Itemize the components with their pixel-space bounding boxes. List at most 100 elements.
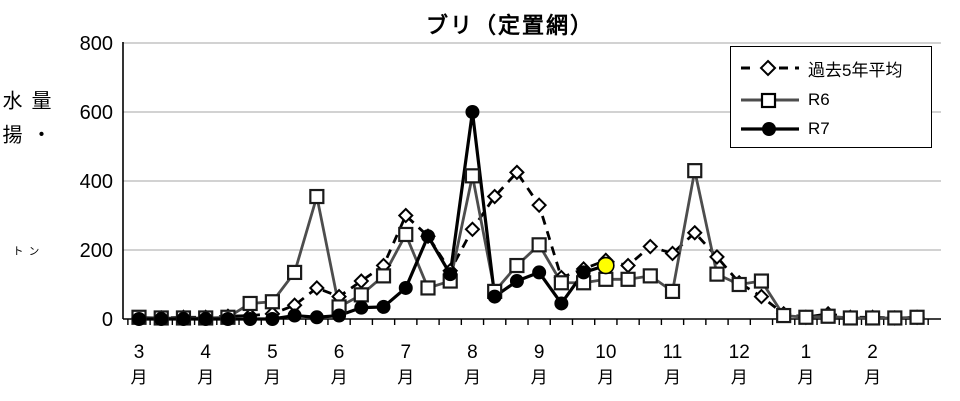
marker-average: [397, 207, 414, 224]
marker-average: [464, 221, 481, 238]
marker-R7-latest-highlight: [597, 256, 615, 275]
series-line-R7: [139, 110, 607, 321]
y-axis-label: 水揚量・ トン: [0, 90, 50, 270]
x-tick-month-5: 5: [267, 342, 278, 363]
y-tick-label-600: 600: [80, 102, 113, 124]
x-tick-month-suffix: 月: [397, 368, 414, 387]
marker-R7: [509, 274, 524, 289]
marker-R6: [887, 310, 903, 326]
x-tick-month-2: 2: [867, 342, 878, 363]
marker-R7: [309, 310, 324, 325]
marker-R7: [154, 312, 169, 326]
x-tick-month-suffix: 月: [197, 368, 214, 387]
marker-R7: [576, 265, 591, 280]
marker-R6: [709, 266, 725, 282]
marker-R6: [798, 309, 814, 325]
marker-R6: [842, 310, 858, 326]
marker-R6: [687, 163, 703, 179]
marker-R7: [398, 280, 413, 295]
legend-r6-marker-icon: [741, 92, 799, 108]
marker-R6: [620, 271, 636, 287]
legend-r7-marker-icon: [741, 121, 799, 136]
marker-average: [709, 248, 725, 265]
marker-R7: [420, 229, 435, 244]
marker-R6: [864, 310, 881, 326]
marker-R6: [531, 237, 547, 253]
marker-average: [531, 197, 548, 214]
marker-R6: [375, 268, 392, 284]
marker-R6: [731, 276, 747, 293]
legend: 過去5年平均 R6 R7: [730, 46, 932, 148]
x-tick-month-9: 9: [534, 342, 545, 363]
marker-R7: [176, 312, 191, 326]
legend-item-r6: R6: [739, 90, 923, 110]
marker-average: [753, 288, 770, 305]
marker-R6: [420, 280, 436, 296]
y-axis-unit-text: トン: [11, 245, 39, 259]
x-tick-month-12: 12: [729, 342, 750, 363]
y-tick-label-200: 200: [80, 240, 113, 262]
marker-R6: [909, 309, 925, 325]
marker-R6: [776, 307, 792, 324]
x-tick-month-suffix: 月: [864, 368, 881, 387]
x-tick-month-suffix: 月: [464, 368, 481, 387]
marker-R7: [265, 312, 280, 326]
marker-R6: [287, 264, 303, 281]
legend-r7-label: R7: [808, 118, 830, 138]
marker-R7: [220, 312, 235, 326]
marker-R6: [464, 168, 481, 184]
x-tick-month-suffix: 月: [797, 368, 814, 387]
marker-R7: [198, 312, 213, 326]
x-tick-month-suffix: 月: [731, 368, 748, 387]
marker-R7: [443, 267, 458, 282]
chart-title: ブリ（定置網）: [425, 13, 594, 38]
y-tick-label-400: 400: [80, 171, 113, 193]
marker-average: [620, 257, 636, 274]
marker-R6: [398, 226, 414, 243]
x-tick-month-suffix: 月: [531, 368, 548, 387]
marker-R7: [487, 289, 502, 304]
x-tick-month-suffix: 月: [331, 368, 348, 387]
marker-R6: [820, 308, 836, 324]
marker-R6: [242, 295, 258, 312]
marker-R6: [642, 268, 658, 284]
marker-R6: [309, 188, 325, 205]
x-tick-month-6: 6: [334, 342, 345, 363]
x-tick-month-10: 10: [595, 342, 616, 363]
marker-average: [486, 188, 503, 205]
marker-R7: [554, 296, 569, 311]
marker-R6: [553, 275, 569, 291]
marker-R6: [664, 283, 681, 299]
y-axis-label-text: 水揚量・: [0, 90, 50, 158]
legend-item-r7: R7: [739, 119, 923, 139]
marker-R6: [598, 271, 614, 287]
legend-item-average: 過去5年平均: [739, 56, 923, 81]
marker-R7: [243, 312, 258, 326]
legend-average-label: 過去5年平均: [808, 60, 903, 80]
marker-R7: [132, 312, 146, 326]
marker-R7: [376, 299, 391, 314]
x-tick-month-4: 4: [200, 342, 211, 363]
marker-R6: [753, 273, 770, 289]
x-tick-month-7: 7: [400, 342, 411, 363]
marker-average: [642, 238, 659, 255]
marker-R7: [354, 300, 369, 315]
series-line-R6: [138, 169, 918, 320]
x-tick-month-3: 3: [134, 342, 145, 363]
legend-r6-label: R6: [808, 89, 830, 109]
x-tick-month-11: 11: [663, 342, 683, 363]
marker-R6: [353, 287, 369, 303]
legend-average-marker-icon: [741, 59, 799, 77]
marker-average: [664, 245, 681, 262]
marker-R6: [509, 257, 525, 274]
marker-R7: [532, 265, 547, 280]
marker-average: [308, 280, 325, 296]
x-tick-month-suffix: 月: [264, 368, 281, 387]
x-tick-month-suffix: 月: [131, 368, 148, 387]
x-tick-month-suffix: 月: [664, 368, 681, 387]
marker-R6: [264, 294, 280, 310]
marker-R7: [287, 308, 302, 323]
x-tick-month-8: 8: [467, 342, 478, 363]
